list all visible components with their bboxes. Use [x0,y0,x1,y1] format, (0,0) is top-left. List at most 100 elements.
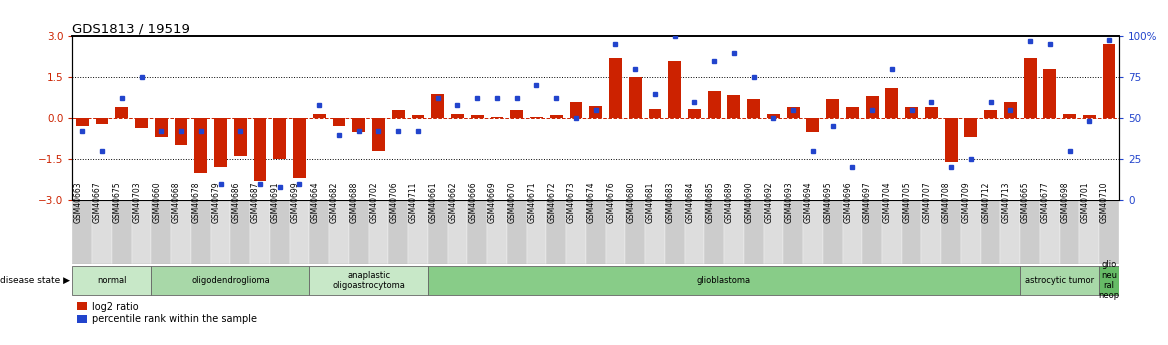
Bar [590,106,602,118]
Text: GSM40696: GSM40696 [843,181,853,223]
Text: GSM40687: GSM40687 [251,181,260,223]
Bar [507,200,527,264]
Bar [605,200,625,264]
Bar [922,200,941,264]
Text: GSM40709: GSM40709 [962,181,971,223]
Text: GSM40663: GSM40663 [74,181,82,223]
Text: GSM40676: GSM40676 [606,181,616,223]
Bar [724,200,744,264]
Text: GSM40695: GSM40695 [823,181,833,223]
Text: GSM40674: GSM40674 [586,181,596,223]
Bar [842,200,862,264]
Bar [965,118,978,137]
Bar [764,200,784,264]
Text: GSM40707: GSM40707 [923,181,931,223]
Bar [625,200,645,264]
Text: GSM40665: GSM40665 [1021,181,1030,223]
Bar [961,200,981,264]
Bar [728,95,741,118]
Bar [467,200,487,264]
Text: oligodendroglioma: oligodendroglioma [192,276,270,285]
Bar [427,266,1020,295]
Bar [491,117,503,118]
Bar [566,200,586,264]
Bar [96,118,109,124]
Bar [981,200,1001,264]
Bar [72,266,152,295]
Text: GSM40710: GSM40710 [1100,181,1110,223]
Text: GSM40677: GSM40677 [1041,181,1050,223]
Bar [806,118,819,132]
Bar [648,109,661,118]
Bar [609,58,621,118]
Text: GSM40682: GSM40682 [331,181,339,223]
Bar [388,200,408,264]
Text: GSM40681: GSM40681 [646,181,655,223]
Bar [132,200,152,264]
Text: glioblastoma: glioblastoma [697,276,751,285]
Bar [451,114,464,118]
Bar [431,93,444,118]
Text: GSM40689: GSM40689 [725,181,734,223]
Text: GSM40666: GSM40666 [468,181,478,223]
Bar [112,200,132,264]
Bar [586,200,605,264]
Bar [945,118,958,162]
Bar [290,200,310,264]
Bar [510,110,523,118]
Text: GSM40713: GSM40713 [1001,181,1010,223]
Bar [1020,266,1099,295]
Bar [628,77,641,118]
Bar [684,200,704,264]
Text: astrocytic tumor: astrocytic tumor [1026,276,1094,285]
Bar [135,118,148,128]
Text: GSM40711: GSM40711 [409,181,418,223]
Text: GSM40708: GSM40708 [943,181,951,223]
Text: GSM40694: GSM40694 [804,181,813,223]
Bar [547,200,566,264]
Bar [784,200,804,264]
Bar [152,266,310,295]
Text: GSM40661: GSM40661 [429,181,438,223]
Text: GSM40692: GSM40692 [764,181,773,223]
Text: GSM40668: GSM40668 [172,181,181,223]
Bar [941,200,961,264]
Text: GSM40667: GSM40667 [93,181,102,223]
Bar [1004,102,1017,118]
Bar [369,200,388,264]
Bar [570,102,583,118]
Bar [190,200,210,264]
Bar [704,200,724,264]
Text: GSM40683: GSM40683 [666,181,675,223]
Text: GSM40704: GSM40704 [883,181,892,223]
Text: GSM40675: GSM40675 [113,181,121,223]
Bar [487,200,507,264]
Bar [665,200,684,264]
Bar [668,61,681,118]
Bar [253,118,266,181]
Bar [210,200,230,264]
Bar [293,118,306,178]
Bar [787,107,800,118]
Bar [72,200,92,264]
Bar [92,200,112,264]
Bar [645,200,665,264]
Bar [862,200,882,264]
Text: GSM40690: GSM40690 [745,181,753,223]
Bar [530,117,543,118]
Bar [902,200,922,264]
Legend: log2 ratio, percentile rank within the sample: log2 ratio, percentile rank within the s… [77,302,257,325]
Bar [391,110,404,118]
Text: GSM40691: GSM40691 [271,181,280,223]
Text: GSM40673: GSM40673 [566,181,576,223]
Bar [329,200,349,264]
Text: GSM40688: GSM40688 [349,181,359,223]
Bar [373,118,385,151]
Text: GSM40679: GSM40679 [211,181,221,223]
Text: GSM40680: GSM40680 [626,181,635,223]
Bar [313,114,326,118]
Bar [172,200,190,264]
Text: disease state ▶: disease state ▶ [0,276,70,285]
Text: glio
neu
ral
neop: glio neu ral neop [1099,260,1120,300]
Bar [1103,45,1115,118]
